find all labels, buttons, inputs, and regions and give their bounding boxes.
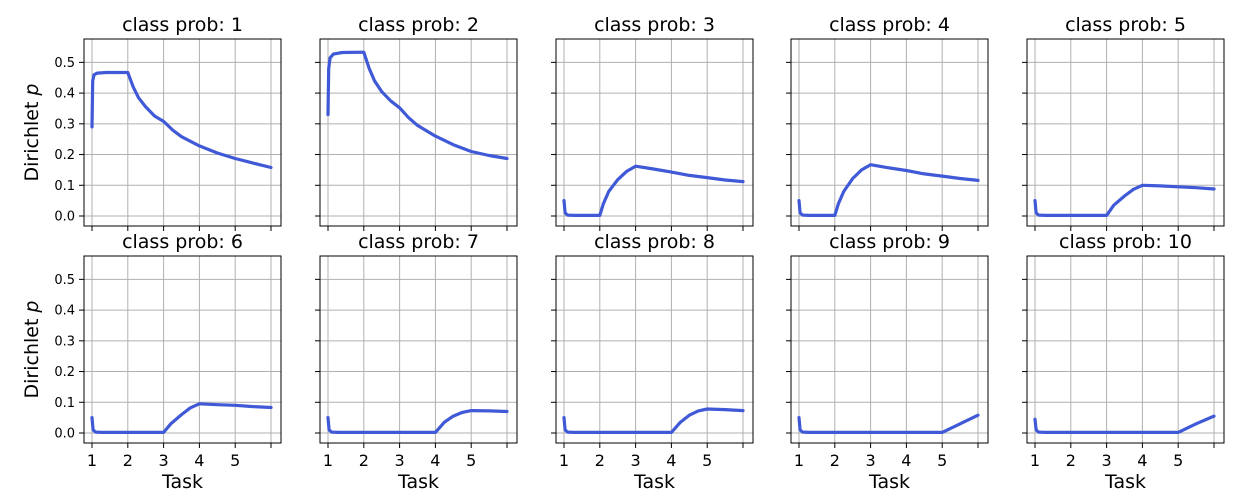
axes-frame: [1026, 38, 1225, 227]
subplot-3: class prob: 3: [551, 14, 754, 231]
x-tick-label: 4: [1137, 451, 1147, 470]
y-tick-label: 0.0: [54, 427, 75, 442]
x-tick-label: 1: [323, 451, 333, 470]
x-tick-label: 5: [230, 451, 240, 470]
y-axis-label: Dirichlet p: [21, 300, 43, 398]
x-tick-label: 3: [395, 451, 405, 470]
subplot-title: class prob: 6: [122, 231, 243, 253]
y-tick-label: 0.5: [54, 56, 75, 71]
x-tick-label: 2: [1066, 451, 1076, 470]
subplot-title: class prob: 9: [829, 231, 950, 253]
axes-frame: [790, 255, 989, 444]
subplot-title: class prob: 4: [829, 14, 950, 36]
subplot-title: class prob: 8: [594, 231, 715, 253]
subplot-5: class prob: 5: [1022, 14, 1225, 231]
axes-frame: [319, 38, 518, 227]
axes-frame: [1026, 255, 1225, 444]
series-line: [797, 163, 980, 217]
subplot-4: class prob: 4: [786, 14, 989, 231]
y-tick-label: 0.4: [54, 304, 75, 319]
x-axis-label: Task: [161, 471, 203, 493]
x-tick-label: 4: [666, 451, 676, 470]
subplot-title: class prob: 1: [122, 14, 243, 36]
x-axis-label: Task: [868, 471, 910, 493]
x-tick-label: 5: [937, 451, 947, 470]
x-tick-label: 3: [1102, 451, 1112, 470]
series-line: [90, 70, 273, 170]
series-line: [1033, 414, 1216, 434]
y-tick-label: 0.1: [54, 179, 75, 194]
subplot-title: class prob: 3: [594, 14, 715, 36]
x-tick-label: 3: [159, 451, 169, 470]
series-line: [797, 413, 980, 434]
series-line: [562, 164, 745, 217]
subplot-title: class prob: 2: [358, 14, 479, 36]
series-line: [326, 50, 509, 161]
y-tick-label: 0.2: [54, 365, 75, 380]
subplot-8: 1 2 3 4 5 class prob: 8 Task: [551, 231, 754, 493]
x-tick-label: 5: [702, 451, 712, 470]
subplot-10: 1 2 3 4 5 class prob: 10 Task: [1022, 231, 1225, 493]
x-tick-label: 1: [794, 451, 804, 470]
x-tick-label: 5: [1173, 451, 1183, 470]
x-tick-label: 3: [631, 451, 641, 470]
y-tick-label: 0.5: [54, 273, 75, 288]
y-tick-label: 0.1: [54, 396, 75, 411]
x-axis-label: Task: [1104, 471, 1146, 493]
y-tick-label: 0.3: [54, 334, 75, 349]
x-tick-label: 2: [123, 451, 133, 470]
subplot-1: 0.0 0.1 0.2 0.3 0.4 0.5 class prob: 1 Dirichlet…: [21, 14, 282, 231]
axes-frame: [555, 255, 754, 444]
x-tick-label: 4: [430, 451, 440, 470]
x-tick-label: 4: [901, 451, 911, 470]
subplot-9: 1 2 3 4 5 class prob: 9 Task: [786, 231, 989, 493]
axes-frame: [319, 255, 518, 444]
x-tick-label: 3: [866, 451, 876, 470]
series-line: [90, 402, 273, 434]
x-tick-label: 2: [595, 451, 605, 470]
axes-frame: [83, 38, 282, 227]
x-tick-label: 2: [359, 451, 369, 470]
subplot-title: class prob: 5: [1065, 14, 1186, 36]
x-tick-label: 1: [87, 451, 97, 470]
x-axis-label: Task: [397, 471, 439, 493]
subplot-2: class prob: 2: [315, 14, 518, 231]
subplot-title: class prob: 7: [358, 231, 479, 253]
y-tick-label: 0.4: [54, 87, 75, 102]
axes-frame: [555, 38, 754, 227]
y-tick-label: 0.0: [54, 210, 75, 225]
series-line: [562, 407, 745, 434]
y-axis-label: Dirichlet p: [21, 83, 43, 181]
subplot-6: 0.0 0.1 0.2 0.3 0.4 0.5 1 2 3 4 5 class prob: 6 Task…: [21, 231, 282, 493]
series-line: [326, 409, 509, 434]
x-tick-label: 5: [466, 451, 476, 470]
series-line: [1033, 183, 1216, 217]
x-axis-label: Task: [633, 471, 675, 493]
y-tick-label: 0.3: [54, 117, 75, 132]
x-tick-label: 1: [559, 451, 569, 470]
x-tick-label: 1: [1030, 451, 1040, 470]
axes-frame: [83, 255, 282, 444]
x-tick-label: 4: [194, 451, 204, 470]
axes-frame: [790, 38, 989, 227]
y-tick-label: 0.2: [54, 148, 75, 163]
x-tick-label: 2: [830, 451, 840, 470]
subplot-title: class prob: 10: [1059, 231, 1192, 253]
subplot-7: 1 2 3 4 5 class prob: 7 Task: [315, 231, 518, 493]
